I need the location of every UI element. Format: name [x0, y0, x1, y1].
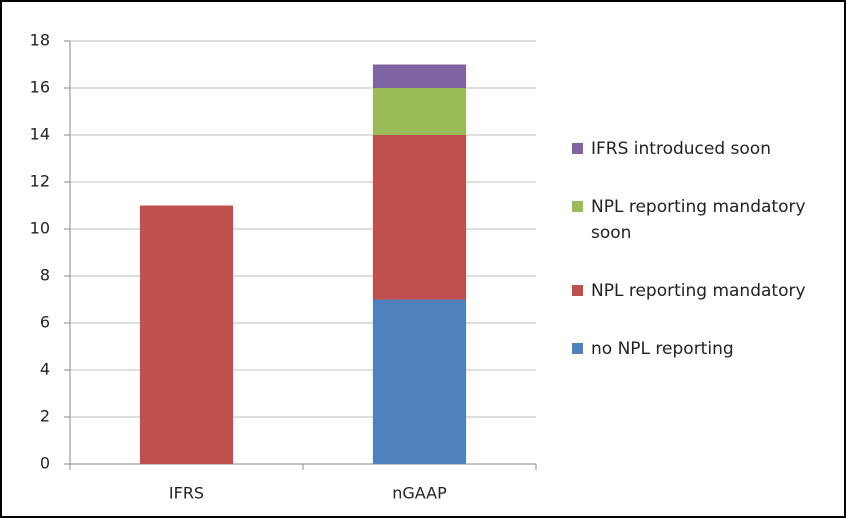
y-tick-label: 12 [30, 172, 50, 191]
legend-item: NPL reporting mandatory soon [572, 194, 842, 246]
legend-label: IFRS introduced soon [591, 139, 771, 159]
y-tick-label: 6 [40, 313, 50, 332]
x-tick-label: nGAAP [392, 484, 447, 503]
legend-swatch [572, 285, 583, 296]
y-tick-label: 16 [30, 78, 50, 97]
legend-item: no NPL reporting [572, 336, 842, 362]
legend-label: no NPL reporting [591, 339, 734, 359]
legend-label: NPL reporting mandatory soon [591, 197, 806, 243]
y-tick-label: 10 [30, 219, 50, 238]
y-tick-label: 0 [40, 454, 50, 473]
legend-swatch [572, 343, 583, 354]
bar-segment [372, 135, 467, 300]
legend-swatch [572, 143, 583, 154]
legend-label: NPL reporting mandatory [591, 281, 806, 301]
y-tick-label: 8 [40, 266, 50, 285]
y-tick-label: 18 [30, 31, 50, 50]
bar-segment [372, 64, 467, 88]
y-tick-label: 4 [40, 360, 50, 379]
bar-segment [139, 205, 234, 464]
x-tick-label: IFRS [169, 484, 204, 503]
bar-segment [372, 299, 467, 464]
y-tick-label: 2 [40, 407, 50, 426]
legend-item: IFRS introduced soon [572, 136, 842, 162]
legend-swatch [572, 201, 583, 212]
y-tick-label: 14 [30, 125, 50, 144]
bar-segment [372, 88, 467, 135]
legend-item: NPL reporting mandatory [572, 278, 842, 304]
legend: no NPL reporting NPL reporting mandatory N… [572, 136, 842, 362]
